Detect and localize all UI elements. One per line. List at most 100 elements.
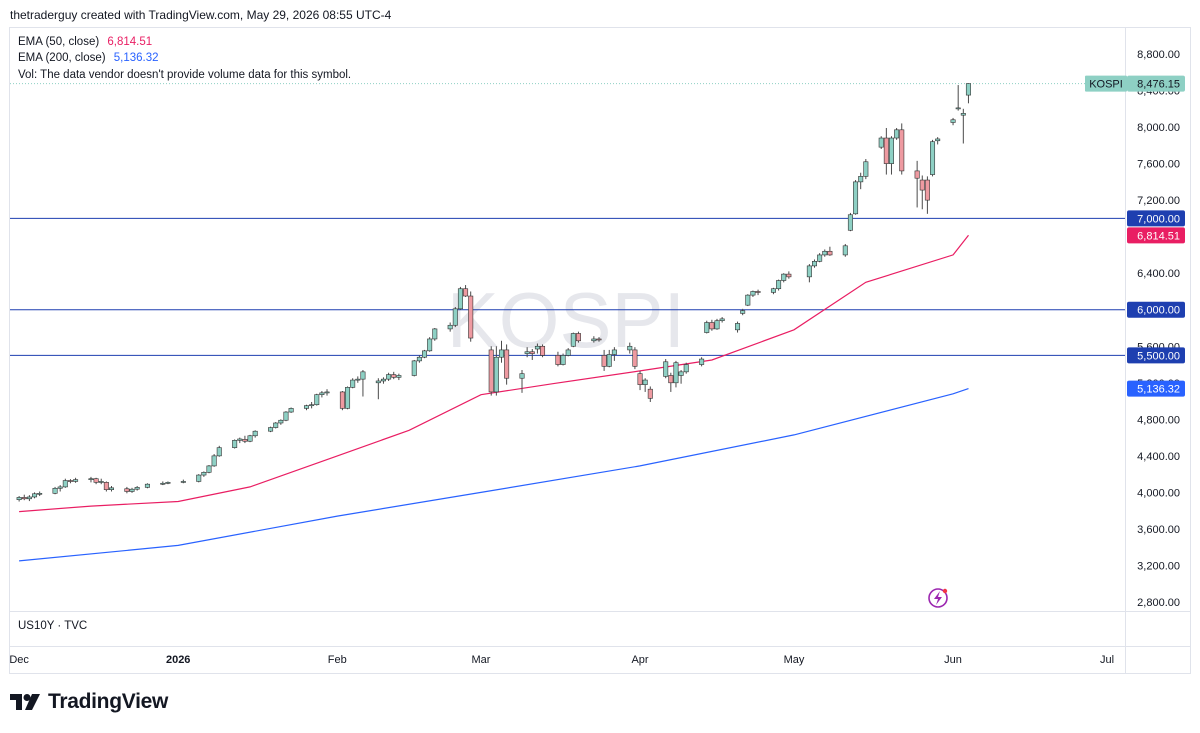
y-tick-label: 2,800.00 (1137, 597, 1180, 609)
candle-body (950, 119, 956, 123)
candle-body (806, 265, 812, 278)
candle-body (575, 333, 581, 342)
x-tick-label: Jul (1100, 654, 1114, 666)
candle-body (673, 362, 679, 384)
candle-body (601, 355, 607, 367)
price-label-text: 5,500.00 (1137, 350, 1180, 362)
chart-frame (9, 27, 1191, 674)
candle-body (519, 373, 525, 379)
candle-body (463, 288, 469, 297)
candle-body (591, 338, 597, 342)
legend-ema50[interactable]: EMA (50, close) 6,814.51 (18, 36, 152, 48)
price-label (1127, 301, 1185, 318)
candle-body (750, 291, 756, 296)
candle-body (888, 137, 894, 164)
candle-body (955, 107, 961, 110)
candle-body (447, 324, 453, 330)
candle-body (57, 486, 63, 489)
candle-body (812, 261, 818, 267)
candle-body (781, 273, 787, 281)
candle-body (32, 493, 38, 498)
candle-body (391, 374, 397, 378)
tradingview-logo[interactable]: TradingView (10, 690, 168, 714)
candle-body (883, 137, 889, 164)
price-label-text: 6,000.00 (1137, 305, 1180, 317)
candle-body (283, 411, 289, 421)
y-tick-label: 3,200.00 (1137, 560, 1180, 572)
candle-body (858, 176, 864, 183)
candle-body (21, 497, 27, 500)
candle-body (452, 308, 458, 326)
candle-body (314, 394, 320, 406)
candle-body (98, 481, 104, 483)
candle-body (493, 356, 499, 393)
candle-body (606, 354, 612, 367)
candle-body (386, 374, 392, 380)
price-label-text: 8,476.15 (1137, 79, 1180, 91)
candle-body (719, 318, 725, 321)
ema-line (19, 388, 969, 562)
legend-ema200[interactable]: EMA (200, close) 5,136.32 (18, 52, 159, 64)
candle-body (822, 250, 828, 256)
price-label (1127, 210, 1185, 227)
candle-body (699, 358, 705, 365)
x-tick-label: Apr (631, 654, 648, 666)
candle-body (103, 482, 109, 490)
candle-body (355, 378, 361, 381)
candle-body (740, 310, 746, 314)
candle-body (863, 161, 869, 177)
candle-body (668, 375, 674, 384)
price-label (1127, 75, 1185, 92)
pane2-label[interactable]: US10Y · TVC (18, 620, 88, 632)
x-tick-label: May (784, 654, 805, 666)
candle-body (642, 379, 648, 385)
candle-body (206, 465, 212, 473)
candle-body (180, 481, 186, 483)
candle-body (714, 320, 720, 330)
x-tick-label: 2026 (166, 654, 190, 666)
candle-body (319, 392, 325, 395)
candle-body (247, 435, 253, 442)
legend-volume: Vol: The data vendor doesn't provide vol… (18, 69, 352, 81)
candle-body (278, 419, 284, 424)
candle-body (380, 378, 386, 382)
candle-body (637, 373, 643, 385)
candle-body (416, 356, 422, 362)
candle-body (570, 333, 576, 347)
candle-body (339, 391, 345, 409)
candle-body (88, 478, 94, 481)
candle-body (273, 422, 279, 428)
candle-body (776, 280, 782, 290)
symbol-tag-text: KOSPI (1089, 79, 1123, 91)
candle-body (965, 83, 971, 96)
candle-body (432, 328, 438, 340)
x-tick-label: Dec (9, 654, 29, 666)
candle-body (853, 181, 859, 215)
price-label-text: 6,814.51 (1137, 230, 1180, 242)
y-tick-label: 4,400.00 (1137, 451, 1180, 463)
candle-body (534, 345, 540, 350)
candle-body (914, 170, 920, 179)
candle-body (560, 355, 566, 365)
candle-body (62, 480, 68, 488)
candle-body (427, 338, 433, 352)
candle-body (930, 141, 936, 175)
ema-line (19, 234, 969, 513)
candle-body (211, 455, 217, 467)
candle-body (960, 113, 966, 116)
tradingview-logo-icon (10, 694, 40, 710)
candle-body (37, 493, 43, 495)
candle-body (683, 364, 689, 373)
lightning-icon[interactable] (928, 588, 948, 608)
candle-body (704, 322, 710, 333)
candle-body (196, 474, 202, 482)
candle-body (201, 472, 207, 476)
y-tick-label: 7,600.00 (1137, 159, 1180, 171)
candle-body (160, 482, 166, 485)
y-tick-label: 4,000.00 (1137, 487, 1180, 499)
candle-body (468, 295, 474, 339)
candle-body (842, 245, 848, 256)
candle-body (827, 250, 833, 256)
candle-body (350, 379, 356, 388)
